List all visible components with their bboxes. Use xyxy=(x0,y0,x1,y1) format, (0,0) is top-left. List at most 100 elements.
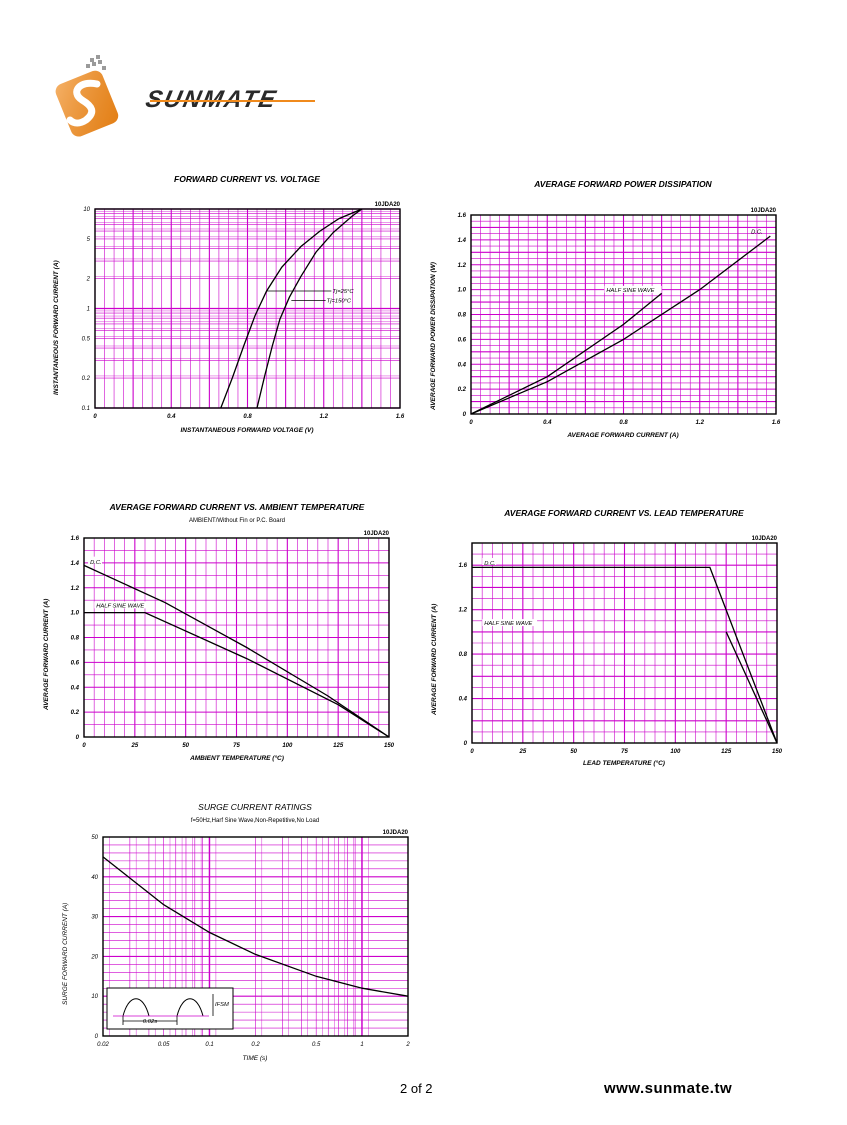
lead-series-1 xyxy=(725,631,778,744)
lead-legend-1: HALF SINE WAVE xyxy=(484,621,532,627)
pd-ytick-8: 1.6 xyxy=(458,213,467,219)
fv-xlabel: INSTANTANEOUS FORWARD VOLTAGE (V) xyxy=(180,427,314,434)
surge-title: SURGE CURRENT RATINGS xyxy=(198,802,312,812)
surge-frame xyxy=(102,836,409,1037)
pd-ytick-3: 0.6 xyxy=(458,337,467,343)
pd-series-0 xyxy=(470,235,771,415)
fv-xtick-4: 1.6 xyxy=(396,414,405,420)
surge-ytick-2: 20 xyxy=(90,954,98,960)
pd-ytick-2: 0.4 xyxy=(458,362,467,368)
fv-model: 10JDA20 xyxy=(375,202,401,208)
ambient-xtick-0: 0 xyxy=(82,743,86,749)
lead-frame xyxy=(471,542,778,744)
lead-ytick-1: 0.4 xyxy=(459,697,468,703)
ambient-xtick-1: 25 xyxy=(130,743,138,749)
lead-xtick-1: 25 xyxy=(518,749,526,755)
fv-ytick-4: 2 xyxy=(86,277,91,283)
lead-ytick-0: 0 xyxy=(464,741,468,747)
surge-model: 10JDA20 xyxy=(383,830,409,836)
surge-chart: 0.02 0.05 0.1 0.2 0.5 1 20102030405010JDA200.0… xyxy=(90,830,410,1048)
fv-title: FORWARD CURRENT VS. VOLTAGE xyxy=(174,174,320,184)
lead-xlabel: LEAD TEMPERATURE (°C) xyxy=(583,760,665,767)
lead-model: 10JDA20 xyxy=(752,536,778,542)
surge-ytick-0: 0 xyxy=(95,1034,99,1040)
lead-xtick-0: 0 xyxy=(470,749,474,755)
ambient-ytick-0: 0 xyxy=(76,735,80,741)
ambient-legend-1: HALF SINE WAVE xyxy=(96,604,144,610)
pd-series-1 xyxy=(470,292,663,415)
fv-xtick-0: 0 xyxy=(93,414,97,420)
pd-ytick-5: 1.0 xyxy=(458,288,467,294)
ambient-model: 10JDA20 xyxy=(364,531,390,537)
pd-legend-0: D.C. xyxy=(751,230,763,236)
surge-ytick-3: 30 xyxy=(91,915,98,921)
footer-url[interactable]: www.sunmate.tw xyxy=(604,1080,733,1097)
pd-frame xyxy=(470,214,777,415)
surge-series-0 xyxy=(102,856,409,997)
ambient-ytick-4: 0.8 xyxy=(71,636,80,642)
fv-ytick-3: 1 xyxy=(87,307,90,313)
fv-legend-1: Tj=150°C xyxy=(327,299,352,305)
lead-ytick-3: 1.2 xyxy=(459,608,468,614)
pd-ytick-0: 0 xyxy=(463,412,467,418)
surge-ytick-5: 50 xyxy=(91,835,98,841)
ambient-title: AVERAGE FORWARD CURRENT VS. AMBIENT TEMP… xyxy=(109,502,365,512)
ambient-xtick-4: 100 xyxy=(282,743,293,749)
surge-ytick-1: 10 xyxy=(91,994,98,1000)
surge-xlabel: TIME (s) xyxy=(242,1055,268,1062)
fv-series-1 xyxy=(256,208,363,409)
surge-xtick-2: 0.1 xyxy=(205,1042,213,1048)
fv-ytick-2: 0.5 xyxy=(82,336,91,342)
pd-ytick-7: 1.4 xyxy=(458,238,467,244)
ambient-subtitle: AMBIENT/Without Fin or P.C. Board xyxy=(189,518,285,524)
fv-chart: 0 0.4 0.8 1.2 1.6 0.1 0.2 0.5 1 2 5 10 10JDA20 Tj=25°… xyxy=(82,202,405,420)
ambient-ytick-1: 0.2 xyxy=(71,710,80,716)
surge-xtick-5: 1 xyxy=(360,1042,363,1048)
pd-xtick-0: 0 xyxy=(469,420,473,426)
pd-legend-1: HALF SINE WAVE xyxy=(606,288,654,294)
pd-xlabel: AVERAGE FORWARD CURRENT (A) xyxy=(567,432,679,439)
surge-inset-pulse-2 xyxy=(176,998,204,1017)
ambient-ytick-6: 1.2 xyxy=(71,586,80,592)
pd-model: 10JDA20 xyxy=(751,208,777,214)
ambient-xtick-3: 75 xyxy=(233,743,240,749)
ambient-ytick-3: 0.6 xyxy=(71,660,80,666)
ambient-frame xyxy=(83,537,390,738)
surge-xtick-6: 2 xyxy=(405,1042,410,1048)
lead-xtick-3: 75 xyxy=(621,749,628,755)
ambient-xtick-5: 125 xyxy=(333,743,344,749)
ambient-series-0 xyxy=(83,564,390,738)
fv-ytick-5: 5 xyxy=(87,237,91,243)
surge-inset-pulse-1 xyxy=(122,998,150,1017)
surge-xtick-4: 0.5 xyxy=(312,1042,321,1048)
surge-inset-ifsm: IFSM xyxy=(215,1002,229,1008)
ambient-legend-0: D.C. xyxy=(90,560,102,566)
ambient-ytick-8: 1.6 xyxy=(71,536,80,542)
pd-xtick-3: 1.2 xyxy=(696,420,705,426)
fv-ytick-0: 0.1 xyxy=(82,406,90,412)
ambient-xlabel: AMBIENT TEMPERATURE (°C) xyxy=(190,755,284,762)
fv-ytick-6: 10 xyxy=(83,207,90,213)
lead-legend-0: D.C. xyxy=(484,561,496,567)
ambient-chart: 0 25 50 75 100 125 150 0 0.2 0.4 0.6 0.8 1.0 1.2 1.4 1.… xyxy=(71,531,395,749)
pd-xtick-4: 1.6 xyxy=(772,420,781,426)
fv-xtick-1: 0.4 xyxy=(167,414,176,420)
surge-inset-period: 0.02s xyxy=(143,1019,157,1025)
ambient-series-1 xyxy=(84,611,390,738)
pd-ytick-1: 0.2 xyxy=(458,387,467,393)
lead-series-0 xyxy=(472,566,778,744)
lead-xtick-2: 50 xyxy=(570,749,577,755)
fv-xtick-2: 0.8 xyxy=(243,414,252,420)
page-number: 2 of 2 xyxy=(400,1081,433,1096)
pd-ytick-6: 1.2 xyxy=(458,263,467,269)
fv-ytick-1: 0.2 xyxy=(82,376,91,382)
pd-chart: 0 0.4 0.8 1.2 1.6 0 0.2 0.4 0.6 0.8 1.0 1.2 1.4 1.6 10… xyxy=(458,208,781,426)
surge-ytick-4: 40 xyxy=(91,875,98,881)
ambient-ytick-5: 1.0 xyxy=(71,611,80,617)
surge-subtitle: f=50Hz,Harf Sine Wave,Non-Repetitive,No … xyxy=(190,818,320,824)
lead-ytick-4: 1.6 xyxy=(459,563,468,569)
fv-frame xyxy=(94,208,401,409)
lead-xtick-4: 100 xyxy=(670,749,681,755)
surge-inset xyxy=(106,987,234,1030)
